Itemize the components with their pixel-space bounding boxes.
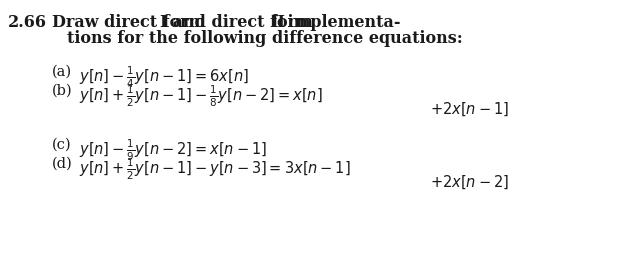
Text: $y[n] - \frac{1}{4}y[n-1] = 6x[n]$: $y[n] - \frac{1}{4}y[n-1] = 6x[n]$	[79, 65, 249, 90]
Text: $+ 2x[n-2]$: $+ 2x[n-2]$	[430, 174, 509, 191]
Text: 2.66: 2.66	[8, 14, 47, 31]
Text: implementa-: implementa-	[282, 14, 401, 31]
Text: $y[n] + \frac{1}{2}y[n-1] - y[n-3] = 3x[n-1]$: $y[n] + \frac{1}{2}y[n-1] - y[n-3] = 3x[…	[79, 157, 351, 182]
Text: $+ 2x[n-1]$: $+ 2x[n-1]$	[430, 101, 509, 118]
Text: and direct form: and direct form	[167, 14, 319, 31]
Text: II: II	[270, 14, 285, 31]
Text: (a): (a)	[52, 65, 72, 79]
Text: tions for the following difference equations:: tions for the following difference equat…	[67, 30, 463, 47]
Text: Draw direct form: Draw direct form	[52, 14, 211, 31]
Text: (c): (c)	[52, 138, 72, 152]
Text: $y[n] - \frac{1}{9}y[n-2] = x[n-1]$: $y[n] - \frac{1}{9}y[n-2] = x[n-1]$	[79, 138, 267, 163]
Text: $y[n] + \frac{1}{2}y[n-1] - \frac{1}{8}y[n-2] = x[n]$: $y[n] + \frac{1}{2}y[n-1] - \frac{1}{8}y…	[79, 84, 322, 109]
Text: (d): (d)	[52, 157, 73, 171]
Text: I: I	[159, 14, 167, 31]
Text: (b): (b)	[52, 84, 73, 98]
